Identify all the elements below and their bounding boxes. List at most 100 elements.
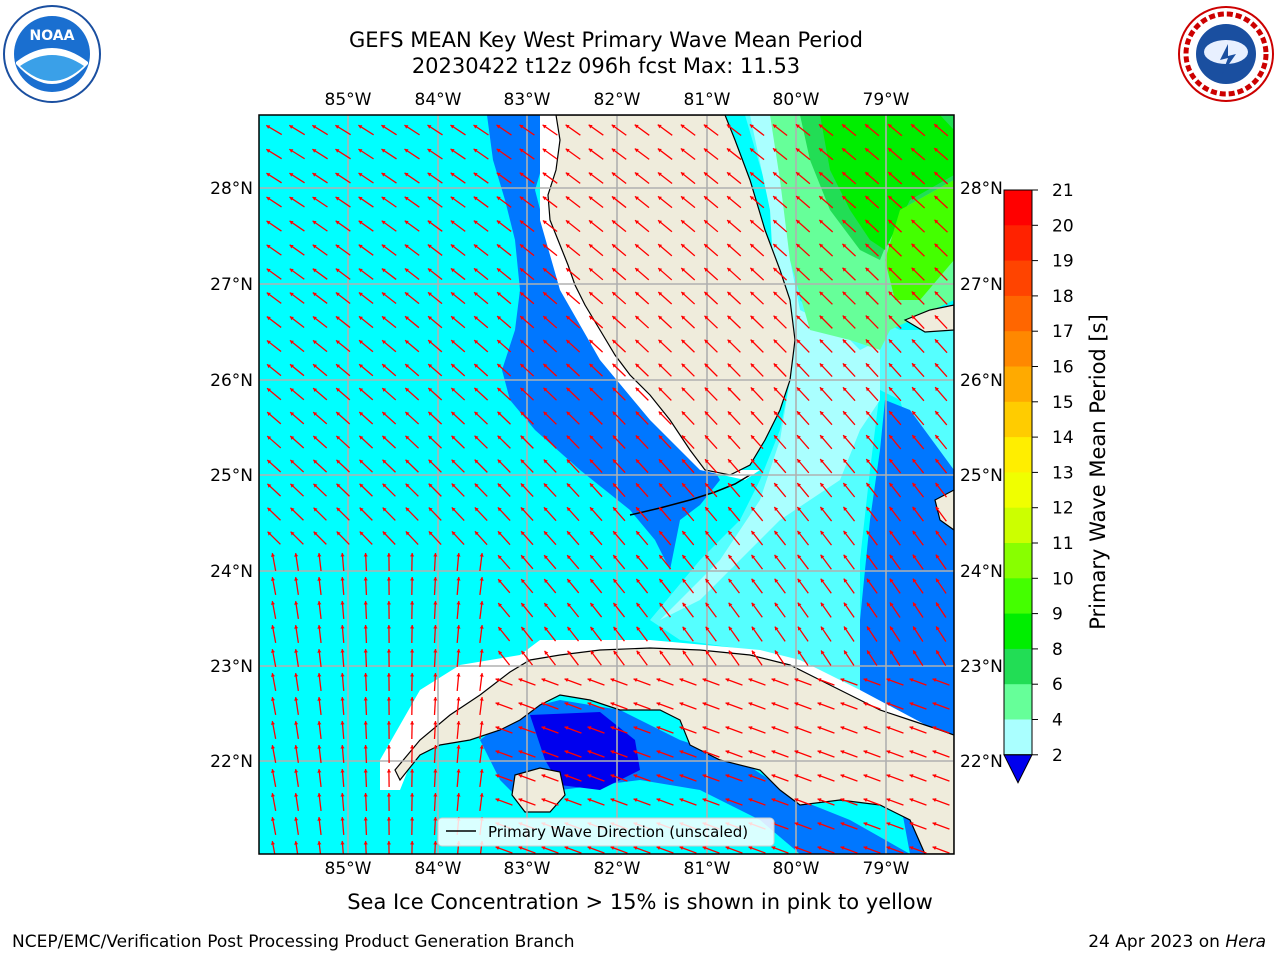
wave-arrow-head xyxy=(497,507,502,512)
wave-arrow-head xyxy=(635,292,640,296)
wave-arrow-head xyxy=(473,125,478,129)
wave-arrow-head xyxy=(636,578,641,583)
wave-arrow-head xyxy=(932,822,937,827)
wave-arrow-head xyxy=(498,650,503,655)
wave-arrow-head xyxy=(497,531,502,536)
lon-tick-label: 83°W xyxy=(504,859,551,879)
wave-arrow-head xyxy=(456,577,461,581)
wave-arrow-head xyxy=(567,531,571,536)
wave-arrow-head xyxy=(819,196,824,200)
wave-arrow-head xyxy=(386,841,391,845)
wave-arrow-head xyxy=(727,387,732,392)
wave-arrow-head xyxy=(658,339,663,344)
wave-arrow-head xyxy=(909,726,914,731)
wave-arrow-head xyxy=(613,507,617,512)
wave-arrow-head xyxy=(518,678,523,683)
wave-arrow-head xyxy=(410,577,415,581)
wave-arrow-head xyxy=(336,340,340,345)
wave-arrow-head xyxy=(456,697,461,701)
wave-arrow-head xyxy=(658,244,663,248)
wave-arrow-head xyxy=(886,750,891,755)
wave-arrow-head xyxy=(543,316,548,320)
wave-arrow-head xyxy=(867,626,871,631)
wave-arrow-head xyxy=(518,774,523,779)
wave-arrow-head xyxy=(774,459,778,464)
wave-arrow-head xyxy=(294,553,299,557)
wave-arrow-head xyxy=(542,172,547,177)
wave-arrow-head xyxy=(450,196,455,201)
wave-arrow-head xyxy=(410,745,415,749)
wave-arrow-head xyxy=(427,244,432,249)
wave-arrow-head xyxy=(932,774,937,779)
wave-arrow-head xyxy=(479,673,484,677)
wave-arrow-head xyxy=(751,602,756,607)
wave-arrow-head xyxy=(843,506,848,511)
wave-arrow-head xyxy=(656,750,661,755)
wave-arrow-head xyxy=(702,750,707,755)
wave-arrow-head xyxy=(935,458,940,463)
period-band-8-9 xyxy=(660,115,880,620)
wave-arrow-head xyxy=(932,846,937,851)
wave-arrow-head xyxy=(433,697,438,701)
wave-arrow-head xyxy=(821,650,825,655)
wave-arrow-head xyxy=(681,459,686,464)
wave-arrow-head xyxy=(473,244,478,249)
colorbar-swatch xyxy=(1004,401,1032,438)
wave-arrow-head xyxy=(865,243,870,248)
wave-arrow-head xyxy=(728,650,733,655)
wave-arrow-head xyxy=(912,602,917,607)
wave-arrow-head xyxy=(610,726,615,731)
wave-arrow-head xyxy=(541,846,546,851)
wave-arrow-head xyxy=(750,172,754,177)
wave-arrow-head xyxy=(934,171,939,176)
colorbar-swatch xyxy=(1004,366,1032,403)
wave-arrow-head xyxy=(657,148,662,153)
wave-arrow-head xyxy=(520,292,525,296)
wave-arrow-head xyxy=(363,553,368,557)
wave-arrow-head xyxy=(704,435,709,440)
wave-arrow-head xyxy=(612,292,617,296)
wave-arrow-head xyxy=(541,750,546,755)
wave-arrow-head xyxy=(705,626,710,631)
wave-arrow-head xyxy=(589,459,594,464)
lon-tick-label: 84°W xyxy=(415,859,462,879)
wave-arrow-head xyxy=(771,678,776,683)
wave-arrow-head xyxy=(727,291,732,296)
wave-arrow-head xyxy=(794,678,799,683)
wave-arrow-head xyxy=(450,244,455,249)
wave-arrow-head xyxy=(610,774,615,779)
wave-arrow-head xyxy=(888,267,893,272)
wave-arrow-head xyxy=(728,530,733,535)
wave-arrow-head xyxy=(518,798,523,803)
wave-arrow-head xyxy=(820,506,825,511)
wave-arrow-head xyxy=(773,411,778,416)
wave-arrow-head xyxy=(294,625,299,629)
wave-arrow-head xyxy=(866,506,871,511)
wave-arrow-head xyxy=(588,124,593,129)
wave-arrow-head xyxy=(820,435,824,440)
wave-arrow-head xyxy=(363,625,368,629)
colorbar-swatch xyxy=(1004,472,1032,509)
wave-arrow-head xyxy=(611,148,616,153)
wave-arrow-head xyxy=(932,798,937,803)
wave-arrow-head xyxy=(796,220,801,224)
wave-arrow-head xyxy=(313,483,318,488)
wave-arrow-head xyxy=(587,798,592,803)
wave-arrow-head xyxy=(312,292,317,297)
lon-tick-label: 85°W xyxy=(325,90,372,110)
wave-arrow-head xyxy=(474,459,479,464)
wave-arrow-head xyxy=(543,459,548,464)
wave-arrow-head xyxy=(359,531,364,536)
wave-arrow-head xyxy=(635,315,640,320)
wave-arrow-head xyxy=(819,172,824,176)
wave-arrow-head xyxy=(317,793,322,797)
wave-arrow-head xyxy=(820,459,825,464)
wave-arrow-head xyxy=(656,726,661,731)
wave-arrow-head xyxy=(313,435,318,440)
wave-arrow-head xyxy=(289,125,294,129)
wave-arrow-head xyxy=(520,363,525,368)
wave-arrow-head xyxy=(679,678,684,683)
wave-arrow-head xyxy=(840,822,845,827)
wave-arrow-head xyxy=(543,268,548,273)
wave-arrow-head xyxy=(702,726,707,731)
